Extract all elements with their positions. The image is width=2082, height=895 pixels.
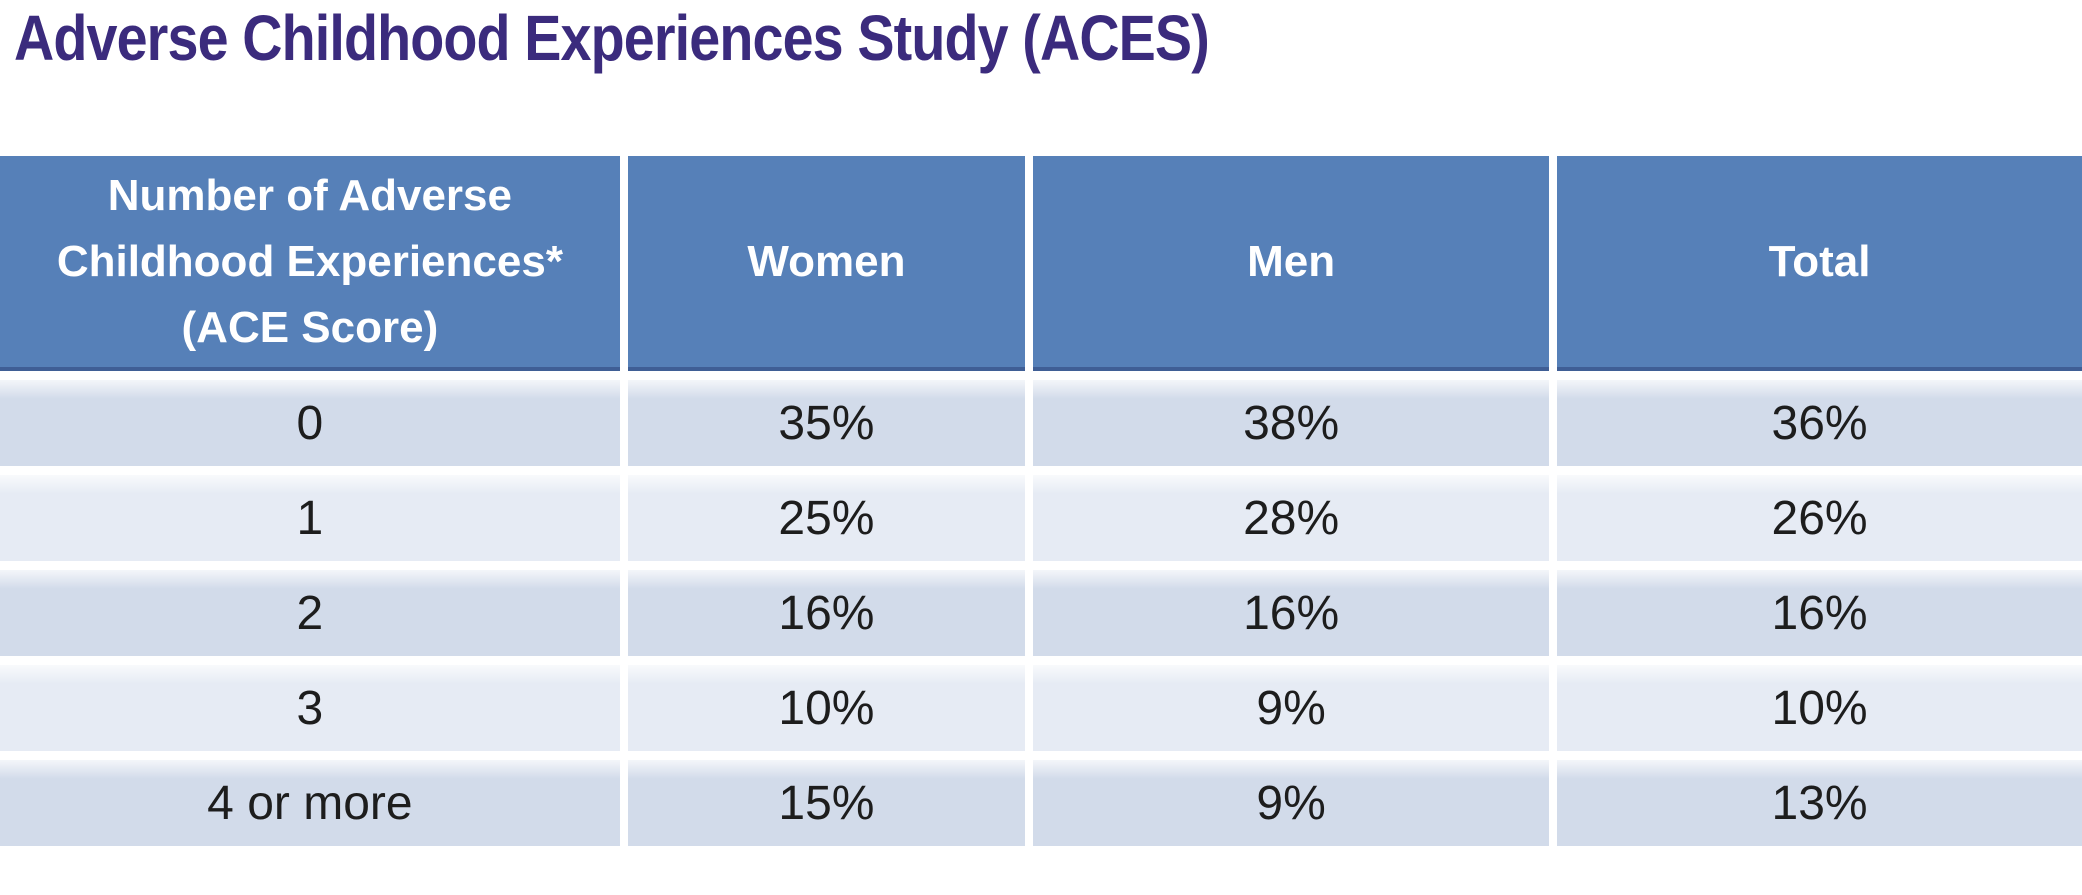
cell-row2-score: 2	[0, 570, 620, 656]
cell-row3-men: 9%	[1033, 665, 1550, 751]
cell-row4-total: 13%	[1557, 760, 2082, 846]
cell-row1-men: 28%	[1033, 475, 1550, 561]
cell-row0-women: 35%	[627, 380, 1026, 466]
page-title: Adverse Childhood Experiences Study (ACE…	[14, 2, 1210, 74]
cell-row1-total: 26%	[1557, 475, 2082, 561]
header-cell-men: Men	[1033, 156, 1550, 371]
cell-row2-total: 16%	[1557, 570, 2082, 656]
cell-row4-women: 15%	[627, 760, 1026, 846]
cell-row0-men: 38%	[1033, 380, 1550, 466]
cell-row2-women: 16%	[627, 570, 1026, 656]
aces-table: Number of Adverse Childhood Experiences*…	[0, 156, 2082, 846]
cell-row0-total: 36%	[1557, 380, 2082, 466]
header-cell-ace-score: Number of Adverse Childhood Experiences*…	[0, 156, 620, 371]
cell-row4-men: 9%	[1033, 760, 1550, 846]
cell-row1-score: 1	[0, 475, 620, 561]
cell-row1-women: 25%	[627, 475, 1026, 561]
cell-row4-score: 4 or more	[0, 760, 620, 846]
header-cell-total: Total	[1557, 156, 2082, 371]
cell-row0-score: 0	[0, 380, 620, 466]
cell-row3-score: 3	[0, 665, 620, 751]
cell-row2-men: 16%	[1033, 570, 1550, 656]
header-cell-women: Women	[627, 156, 1026, 371]
cell-row3-women: 10%	[627, 665, 1026, 751]
cell-row3-total: 10%	[1557, 665, 2082, 751]
